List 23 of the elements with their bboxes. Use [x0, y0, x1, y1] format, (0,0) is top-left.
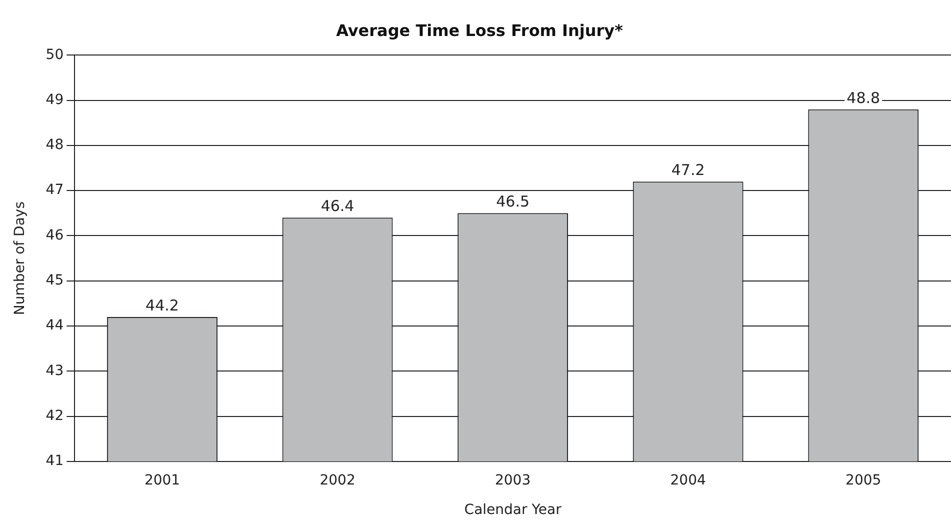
y-tick-label: 49: [46, 92, 64, 108]
y-tick-label: 45: [46, 272, 64, 289]
y-tick-label: 43: [46, 362, 64, 379]
x-tick-label: 2002: [320, 472, 356, 488]
chart-title: Average Time Loss From Injury*: [336, 20, 624, 40]
x-tick-label: 2001: [144, 472, 180, 488]
x-axis-title: Calendar Year: [464, 502, 562, 518]
y-tick-label: 44: [46, 318, 64, 334]
data-label: 47.2: [671, 160, 705, 179]
y-tick-label: 42: [46, 408, 64, 424]
y-tick-label: 47: [46, 182, 64, 198]
data-label: 44.2: [146, 296, 179, 314]
data-label: 48.8: [846, 88, 880, 107]
y-tick-label: 46: [46, 227, 64, 244]
x-tick-label: 2003: [494, 472, 531, 488]
y-tick-label: 41: [46, 453, 64, 470]
y-tick-label: 48: [46, 137, 64, 154]
y-axis-title: Number of Days: [12, 202, 28, 316]
x-tick-label: 2005: [846, 472, 882, 488]
y-tick-label: 50: [46, 46, 64, 63]
x-tick-label: 2004: [670, 472, 706, 488]
data-label: 46.4: [320, 197, 354, 216]
data-label: 46.5: [496, 192, 530, 211]
